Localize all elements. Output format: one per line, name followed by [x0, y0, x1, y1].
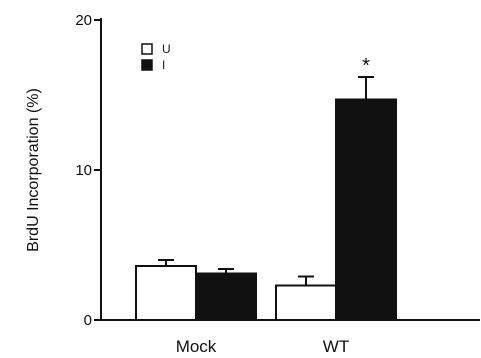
legend-swatch: [141, 59, 153, 71]
legend: UI: [141, 42, 171, 72]
bar-wt-u: [275, 284, 337, 321]
bars: Mock WT *: [135, 55, 397, 356]
significance-marker: *: [362, 55, 370, 77]
legend-label: I: [162, 58, 165, 72]
legend-label: U: [162, 42, 171, 56]
legend-swatch: [141, 43, 153, 55]
bar-wt-i: [335, 98, 397, 321]
x-category-label: Mock: [176, 337, 217, 356]
y-tick-label: 20: [75, 12, 92, 29]
y-axis-title: BrdU Incorporation (%): [25, 88, 42, 252]
y-tick-label: 0: [84, 312, 92, 329]
bar-mock-u: [135, 265, 197, 321]
x-category-label: WT: [323, 337, 349, 356]
y-tick-label: 10: [75, 162, 92, 179]
bar-mock-i: [195, 272, 257, 321]
